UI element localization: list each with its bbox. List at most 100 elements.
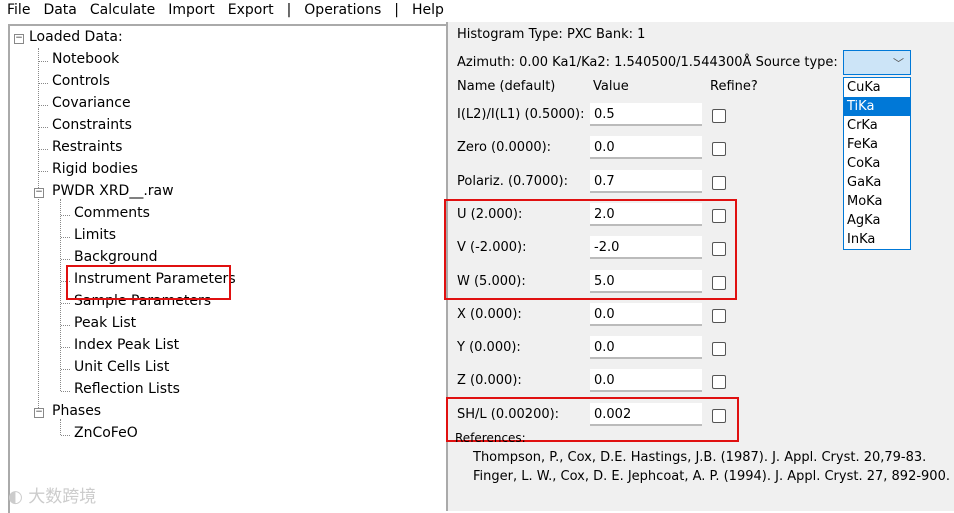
tree-connector (60, 419, 61, 435)
menu-calculate[interactable]: Calculate (89, 2, 156, 18)
histogram-info: Histogram Type: PXC Bank: 1 (457, 27, 646, 42)
menu-import[interactable]: Import (168, 2, 215, 18)
param-value-input[interactable]: 0.0 (590, 336, 702, 360)
param-label: Z (0.000): (457, 373, 522, 389)
tree-item[interactable]: Notebook (52, 51, 120, 67)
reference-1: Thompson, P., Cox, D.E. Hastings, J.B. (… (473, 450, 927, 465)
tree-item-pwdr[interactable]: PWDR XRD__.raw (52, 183, 174, 199)
tree-item[interactable]: Restraints (52, 139, 123, 155)
header-name: Name (default) (457, 79, 556, 94)
annotation-box-shl (446, 397, 739, 442)
tree-item[interactable]: Constraints (52, 117, 132, 133)
menu-export[interactable]: Export (227, 2, 274, 18)
source-option[interactable]: FeKa (847, 137, 879, 152)
tree-connector (61, 237, 70, 238)
tree-item-background[interactable]: Background (74, 249, 158, 265)
tree-connector (39, 61, 48, 62)
tree-connector (60, 199, 61, 391)
source-option[interactable]: AgKa (847, 213, 881, 228)
refine-checkbox[interactable] (712, 242, 726, 257)
azimuth-info: Azimuth: 0.00 Ka1/Ka2: 1.540500/1.544300… (457, 55, 838, 70)
menu-help[interactable]: Help (411, 2, 444, 18)
tree-item[interactable]: Rigid bodies (52, 161, 138, 177)
tree-item-phases[interactable]: Phases (52, 403, 102, 419)
source-option[interactable]: CoKa (847, 156, 881, 171)
tree-connector (61, 325, 70, 326)
data-tree[interactable]: − Loaded Data: Notebook Controls Covariance C… (8, 24, 446, 513)
tree-item-limits[interactable]: Limits (74, 227, 116, 243)
refine-checkbox[interactable] (712, 408, 726, 423)
menu-data[interactable]: Data (43, 2, 77, 18)
source-type-dropdown[interactable]: ﹀ (843, 50, 911, 75)
tree-item-reflection-lists[interactable]: Reflection Lists (74, 381, 180, 397)
watermark-logo: ◐ 大数跨境 (8, 487, 97, 507)
menu-separator: | (286, 2, 292, 18)
collapse-icon[interactable]: − (34, 187, 44, 198)
param-label: SH/L (0.00200): (457, 406, 560, 422)
tree-item-sample-parameters[interactable]: Sample Parameters (74, 293, 212, 309)
param-value-input[interactable]: 0.7 (590, 169, 702, 193)
refine-checkbox[interactable] (712, 175, 726, 190)
tree-item-comments[interactable]: Comments (74, 205, 150, 221)
tree-item[interactable]: Controls (52, 73, 110, 89)
tree-connector (61, 347, 70, 348)
tree-connector (61, 259, 70, 260)
chevron-down-icon: ﹀ (893, 57, 904, 70)
source-option[interactable]: MoKa (847, 194, 883, 209)
param-label: V (-2.000): (457, 240, 527, 256)
header-value: Value (593, 79, 629, 94)
collapse-icon[interactable]: − (34, 407, 44, 418)
source-option[interactable]: CrKa (847, 118, 878, 133)
refine-checkbox[interactable] (712, 142, 726, 157)
header-refine: Refine? (710, 79, 758, 94)
param-value-input[interactable]: 0.002 (590, 402, 702, 426)
source-type-options[interactable]: CuKa TiKa CrKa FeKa CoKa GaKa MoKa AgKa InKa (843, 77, 911, 250)
tree-item-index-peak-list[interactable]: Index Peak List (74, 337, 180, 353)
tree-connector (61, 303, 70, 304)
source-option[interactable]: InKa (847, 232, 876, 247)
tree-connector (61, 391, 70, 392)
source-option[interactable]: TiKa (844, 97, 910, 116)
tree-connector (39, 149, 48, 150)
param-value-input[interactable]: 5.0 (590, 269, 702, 293)
param-label: Polariz. (0.7000): (457, 173, 568, 189)
param-label: X (0.000): (457, 306, 522, 322)
param-value-input[interactable]: 0.0 (590, 369, 702, 393)
reference-2: Finger, L. W., Cox, D. E. Jephcoat, A. P… (473, 469, 950, 484)
annotation-box-uvw (444, 199, 737, 300)
tree-connector (38, 48, 39, 416)
menu-file[interactable]: File (7, 2, 31, 18)
param-label: Zero (0.0000): (457, 140, 552, 156)
refine-checkbox[interactable] (712, 342, 726, 357)
param-value-input[interactable]: 0.0 (590, 302, 702, 326)
menu-separator: | (394, 2, 399, 18)
refine-checkbox[interactable] (712, 375, 726, 390)
tree-connector (39, 127, 48, 128)
source-option[interactable]: CuKa (847, 80, 881, 95)
param-value-input[interactable]: -2.0 (590, 236, 702, 260)
tree-connector (61, 215, 70, 216)
source-option[interactable]: GaKa (847, 175, 882, 190)
menu-operations[interactable]: Operations (304, 2, 382, 18)
param-value-input[interactable]: 0.0 (590, 136, 702, 160)
param-label: Y (0.000): (457, 340, 521, 356)
tree-item-peak-list[interactable]: Peak List (74, 315, 137, 331)
annotation-box-instrument-parameters (66, 265, 231, 300)
tree-connector (39, 83, 48, 84)
param-value-input[interactable]: 2.0 (590, 202, 702, 226)
tree-item-instrument-parameters[interactable]: Instrument Parameters (74, 271, 236, 287)
tree-connector (39, 171, 48, 172)
collapse-icon[interactable]: − (14, 33, 24, 44)
refine-checkbox[interactable] (712, 308, 726, 323)
param-value-input[interactable]: 0.5 (590, 103, 702, 126)
refine-checkbox[interactable] (712, 109, 726, 123)
refine-checkbox[interactable] (712, 275, 726, 290)
tree-item-unit-cells-list[interactable]: Unit Cells List (74, 359, 170, 375)
tree-connector (61, 281, 70, 282)
refine-checkbox[interactable] (712, 208, 726, 223)
param-label: W (5.000): (457, 273, 526, 289)
tree-root[interactable]: Loaded Data: (29, 29, 123, 45)
tree-item-phase[interactable]: ZnCoFeO (74, 425, 138, 441)
param-label: U (2.000): (457, 206, 523, 222)
tree-item[interactable]: Covariance (52, 95, 131, 111)
